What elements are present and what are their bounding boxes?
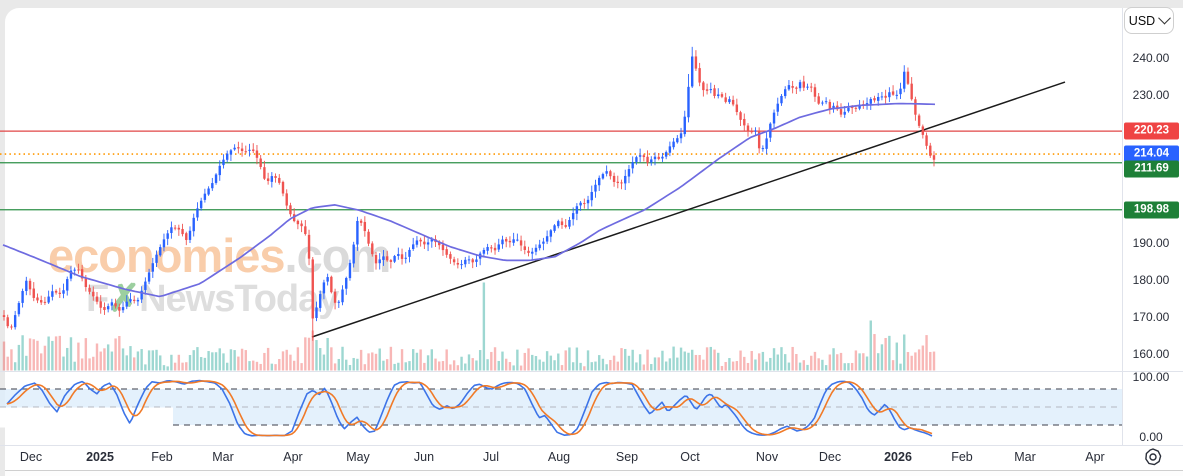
settings-icon[interactable] [1143, 447, 1163, 467]
stochastic-pane [0, 379, 1122, 437]
chevron-down-icon [1158, 11, 1172, 24]
price-axis-divider [1122, 8, 1123, 445]
currency-label: USD [1128, 13, 1156, 28]
pane-divider [0, 371, 1183, 372]
currency-selector-button[interactable]: USD [1124, 7, 1174, 34]
volume-layer [2, 282, 936, 371]
watermark-economies: economies.com [48, 228, 392, 283]
trendline [311, 81, 1066, 338]
candles-layer [2, 46, 936, 341]
level-lines-layer [0, 130, 1122, 211]
watermark-newstoday: NewsToday [139, 278, 339, 320]
widget-bottom-edge [5, 470, 1183, 476]
moving-average-line [2, 102, 936, 298]
watermark-domain: .com [284, 229, 392, 282]
stochastic-d-line [6, 380, 933, 437]
time-axis-divider [0, 445, 1183, 446]
watermark-x-icon: ✗ [108, 278, 140, 320]
